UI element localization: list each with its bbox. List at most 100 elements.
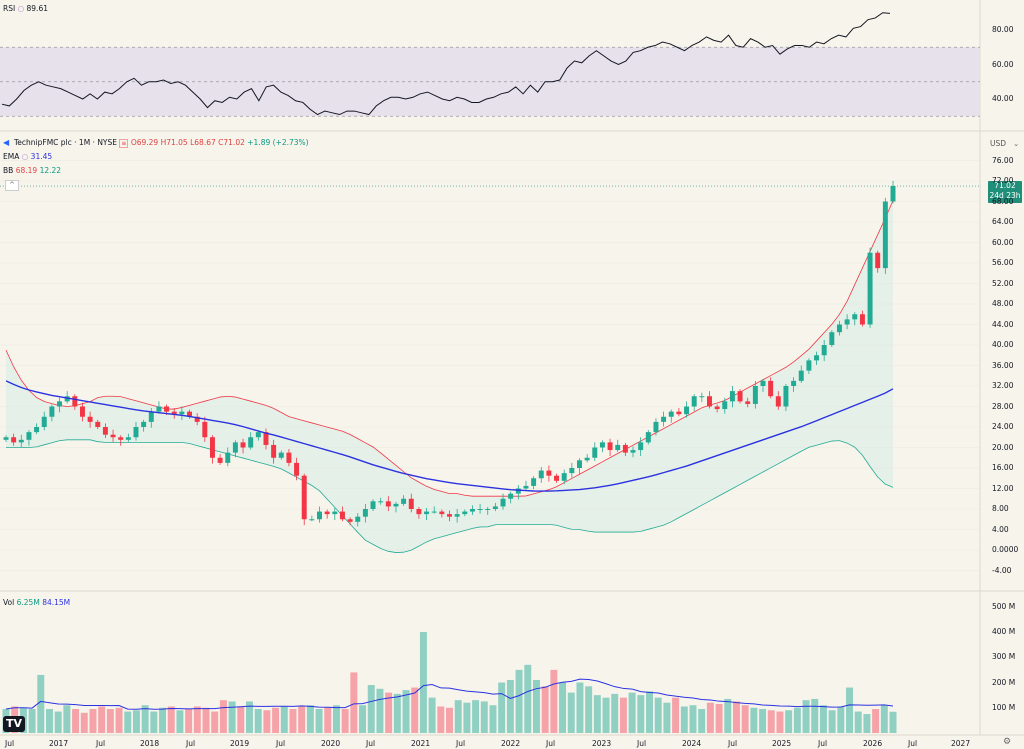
- ohlc-close: C71.02: [218, 138, 245, 147]
- volume-bar: [706, 702, 714, 733]
- candle: [79, 406, 85, 417]
- bar-countdown: 24d 23h: [989, 191, 1021, 200]
- volume-bar: [480, 701, 488, 733]
- volume-bar: [150, 711, 158, 733]
- candle: [125, 437, 131, 440]
- tradingview-logo[interactable]: TV: [3, 716, 25, 732]
- volume-bar: [115, 707, 123, 733]
- candle: [156, 406, 162, 412]
- volume-bar: [280, 706, 288, 733]
- candle: [11, 437, 17, 443]
- candle: [538, 470, 544, 479]
- candle: [286, 452, 292, 463]
- volume-bar: [89, 709, 97, 733]
- ema-value: 31.45: [30, 152, 53, 161]
- candle: [209, 437, 215, 458]
- volume-bar: [724, 698, 732, 733]
- candle: [317, 511, 322, 520]
- candle: [645, 432, 651, 443]
- candle: [133, 427, 139, 438]
- settings-gear-icon[interactable]: ⚙: [1003, 737, 1012, 747]
- candle: [684, 406, 690, 415]
- volume-bar: [359, 705, 367, 733]
- time-tick-label: Jul: [908, 739, 918, 748]
- ema-legend[interactable]: EMA ○ 31.45: [3, 152, 53, 161]
- collapse-legend-button[interactable]: ^: [5, 180, 19, 191]
- time-tick-label: Jul: [456, 739, 466, 748]
- volume-bar: [793, 707, 801, 733]
- time-tick-label: Jul: [637, 739, 647, 748]
- volume-tick-label: 200 M: [992, 677, 1016, 687]
- candle: [806, 360, 812, 371]
- rsi-tick-label: 60.00: [992, 59, 1014, 69]
- candle: [653, 421, 659, 433]
- volume-bar: [98, 706, 106, 733]
- volume-bar: [837, 706, 845, 733]
- volume-bar: [159, 707, 167, 733]
- candle: [431, 511, 437, 513]
- candle: [477, 509, 483, 510]
- candle: [554, 475, 560, 481]
- volume-bar: [106, 709, 114, 733]
- volume-legend[interactable]: Vol 6.25M 84.15M: [3, 598, 71, 607]
- candle: [836, 324, 842, 333]
- candle: [148, 411, 154, 422]
- candle: [385, 501, 391, 507]
- candle: [760, 380, 766, 386]
- candle: [416, 509, 422, 515]
- price-tick-label: 76.00: [992, 155, 1014, 165]
- candle: [668, 411, 674, 417]
- volume-bar: [498, 682, 506, 733]
- price-tick-label: 44.00: [992, 319, 1014, 329]
- candle: [882, 201, 888, 269]
- volume-bar: [819, 705, 827, 733]
- candle: [263, 432, 269, 445]
- ohlc-low: L68.67: [190, 138, 216, 147]
- volume-bar: [289, 709, 297, 733]
- candle: [714, 406, 720, 410]
- symbol-header: TechnipFMC plc · 1M · NYSE ≡ O69.29 H71.…: [14, 138, 309, 148]
- volume-bar: [315, 709, 323, 733]
- candle: [638, 442, 644, 451]
- volume-bar: [463, 702, 471, 733]
- volume-bar: [732, 701, 740, 733]
- candle: [737, 391, 743, 402]
- volume-bar: [306, 705, 314, 733]
- candle: [615, 444, 621, 451]
- candle: [95, 421, 101, 427]
- candle: [523, 485, 529, 489]
- chevron-down-icon[interactable]: ⌄: [1013, 139, 1020, 148]
- bb-legend[interactable]: BB 68.19 12.22: [3, 166, 62, 175]
- volume-bar: [219, 700, 227, 733]
- volume-bar: [54, 711, 62, 733]
- currency-label[interactable]: USD: [990, 139, 1007, 148]
- candle: [798, 370, 804, 381]
- volume-tick-label: 500 M: [992, 601, 1016, 611]
- candle: [301, 475, 307, 520]
- candle: [829, 332, 835, 345]
- symbol-name[interactable]: TechnipFMC plc · 1M · NYSE: [14, 138, 118, 147]
- volume-bar: [689, 705, 697, 733]
- volume-bar: [72, 709, 80, 733]
- candle: [439, 511, 445, 515]
- volume-tick-label: 400 M: [992, 627, 1016, 636]
- time-tick-label: Jul: [366, 739, 376, 748]
- candle: [309, 519, 315, 521]
- candle: [699, 396, 705, 398]
- candle: [492, 506, 498, 509]
- price-tick-label: 72.00: [992, 176, 1014, 185]
- candle: [164, 406, 170, 412]
- volume-ma-line: [5, 678, 894, 710]
- time-tick-label: Jul: [728, 739, 738, 748]
- candle: [844, 319, 850, 325]
- candle: [577, 460, 582, 468]
- candle: [859, 314, 865, 325]
- time-tick-label: 2025: [772, 739, 792, 748]
- candle: [691, 396, 697, 407]
- candle: [87, 416, 93, 422]
- volume-bar: [811, 698, 819, 733]
- volume-bar: [663, 702, 671, 733]
- rsi-tick-label: 80.00: [992, 25, 1014, 34]
- candle: [469, 509, 475, 512]
